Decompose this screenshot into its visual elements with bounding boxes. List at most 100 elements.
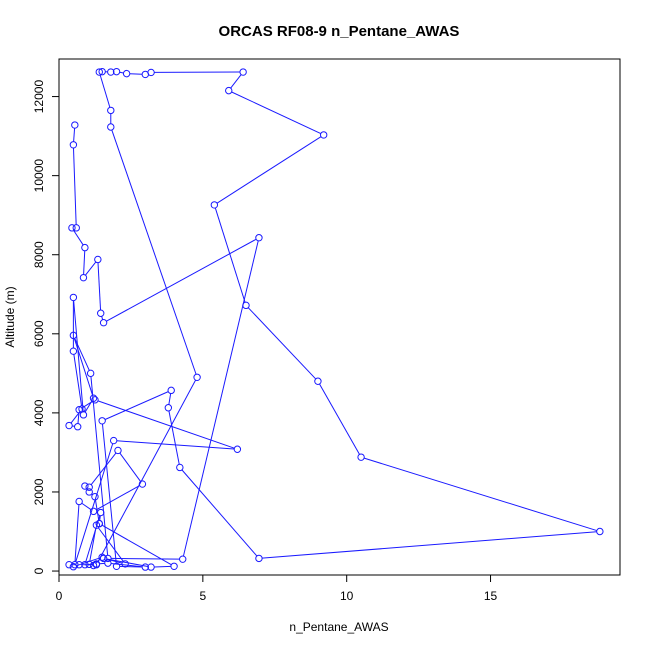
data-point	[122, 69, 131, 78]
data-point	[89, 507, 98, 516]
series-segment	[90, 376, 109, 556]
data-point	[167, 386, 175, 395]
data-point	[107, 106, 115, 115]
data-point	[97, 508, 105, 517]
series-segment	[97, 400, 235, 449]
series-segment	[85, 261, 97, 276]
series-segment	[168, 410, 180, 465]
series-segment	[111, 557, 180, 560]
series-segment	[262, 531, 597, 559]
data-point	[85, 483, 93, 491]
x-tick-label: 5	[200, 589, 207, 603]
data-point	[69, 331, 78, 340]
data-point	[65, 421, 73, 430]
data-point	[81, 482, 89, 490]
data-point	[91, 493, 99, 501]
x-tick-label: 10	[340, 589, 354, 603]
data-point	[255, 554, 263, 563]
data-point	[193, 373, 201, 381]
data-point	[314, 377, 322, 385]
data-point	[114, 446, 122, 455]
data-point	[91, 396, 99, 404]
series-segment	[111, 129, 197, 375]
data-point	[85, 488, 93, 496]
y-axis-label: Altitude (m)	[3, 286, 17, 347]
y-tick-label: 2000	[32, 478, 46, 505]
data-point	[210, 201, 219, 209]
data-point	[141, 563, 150, 571]
data-point	[596, 527, 604, 536]
y-tick-label: 8000	[32, 241, 46, 268]
data-point	[104, 559, 112, 567]
data-point	[74, 423, 82, 431]
data-point	[98, 553, 106, 561]
data-point	[121, 560, 129, 568]
series-segment	[97, 262, 102, 311]
series-segment	[182, 240, 259, 557]
series-segment	[168, 393, 172, 405]
y-tick-label: 6000	[32, 320, 46, 347]
data-point	[71, 121, 79, 129]
series-segment	[216, 136, 322, 204]
series-group	[65, 67, 604, 571]
series-segment	[97, 379, 197, 563]
y-tick-label: 12000	[32, 80, 46, 114]
plot-area	[58, 58, 621, 576]
data-point	[255, 234, 263, 242]
data-point	[98, 67, 106, 76]
data-point	[86, 369, 95, 378]
data-point	[239, 68, 247, 76]
series-segment	[129, 73, 143, 75]
data-point	[75, 406, 83, 414]
series-segment	[231, 91, 321, 135]
data-point	[357, 453, 365, 461]
series-segment	[81, 502, 92, 510]
x-tick-label: 15	[484, 589, 498, 603]
series-segment	[111, 562, 143, 568]
data-point	[79, 273, 88, 282]
data-point	[71, 561, 79, 569]
data-point	[107, 123, 115, 131]
series-segment	[101, 524, 172, 566]
x-tick-label: 0	[56, 589, 63, 603]
data-point	[112, 562, 121, 571]
data-point	[69, 562, 78, 571]
series-segment	[90, 452, 117, 486]
data-point	[179, 555, 187, 563]
data-point	[69, 293, 78, 302]
series-segment	[106, 558, 149, 568]
series-segment	[73, 338, 94, 396]
series-segment	[77, 412, 80, 424]
data-point	[242, 301, 250, 310]
series-segment	[73, 300, 84, 412]
data-point	[78, 405, 86, 413]
y-tick-label: 4000	[32, 399, 46, 426]
data-point	[176, 463, 184, 472]
series-segment	[99, 515, 101, 521]
data-point	[233, 445, 242, 453]
series-segment	[89, 528, 97, 562]
data-point	[164, 404, 173, 412]
series-segment	[99, 74, 111, 108]
series-segment	[119, 452, 141, 482]
y-axis: 0 2000 4000 6000 8000 10000 12000	[32, 80, 60, 574]
y-tick-label: 0	[32, 567, 46, 574]
data-point	[97, 309, 105, 317]
series-segment	[363, 457, 597, 532]
data-point	[112, 67, 121, 76]
data-point	[69, 141, 78, 149]
series-segment	[101, 316, 104, 320]
series-segment	[97, 527, 124, 562]
series-segment	[119, 71, 124, 74]
data-point	[89, 561, 98, 570]
data-point	[94, 255, 102, 264]
data-point	[107, 68, 115, 76]
data-point	[99, 554, 108, 563]
series-segment	[154, 565, 171, 568]
chart-title: ORCAS RF08-9 n_Pentane_AWAS	[219, 23, 460, 40]
series-segment	[73, 128, 76, 142]
data-point	[92, 561, 101, 569]
series-segment	[81, 401, 93, 409]
series-segment	[106, 238, 257, 322]
